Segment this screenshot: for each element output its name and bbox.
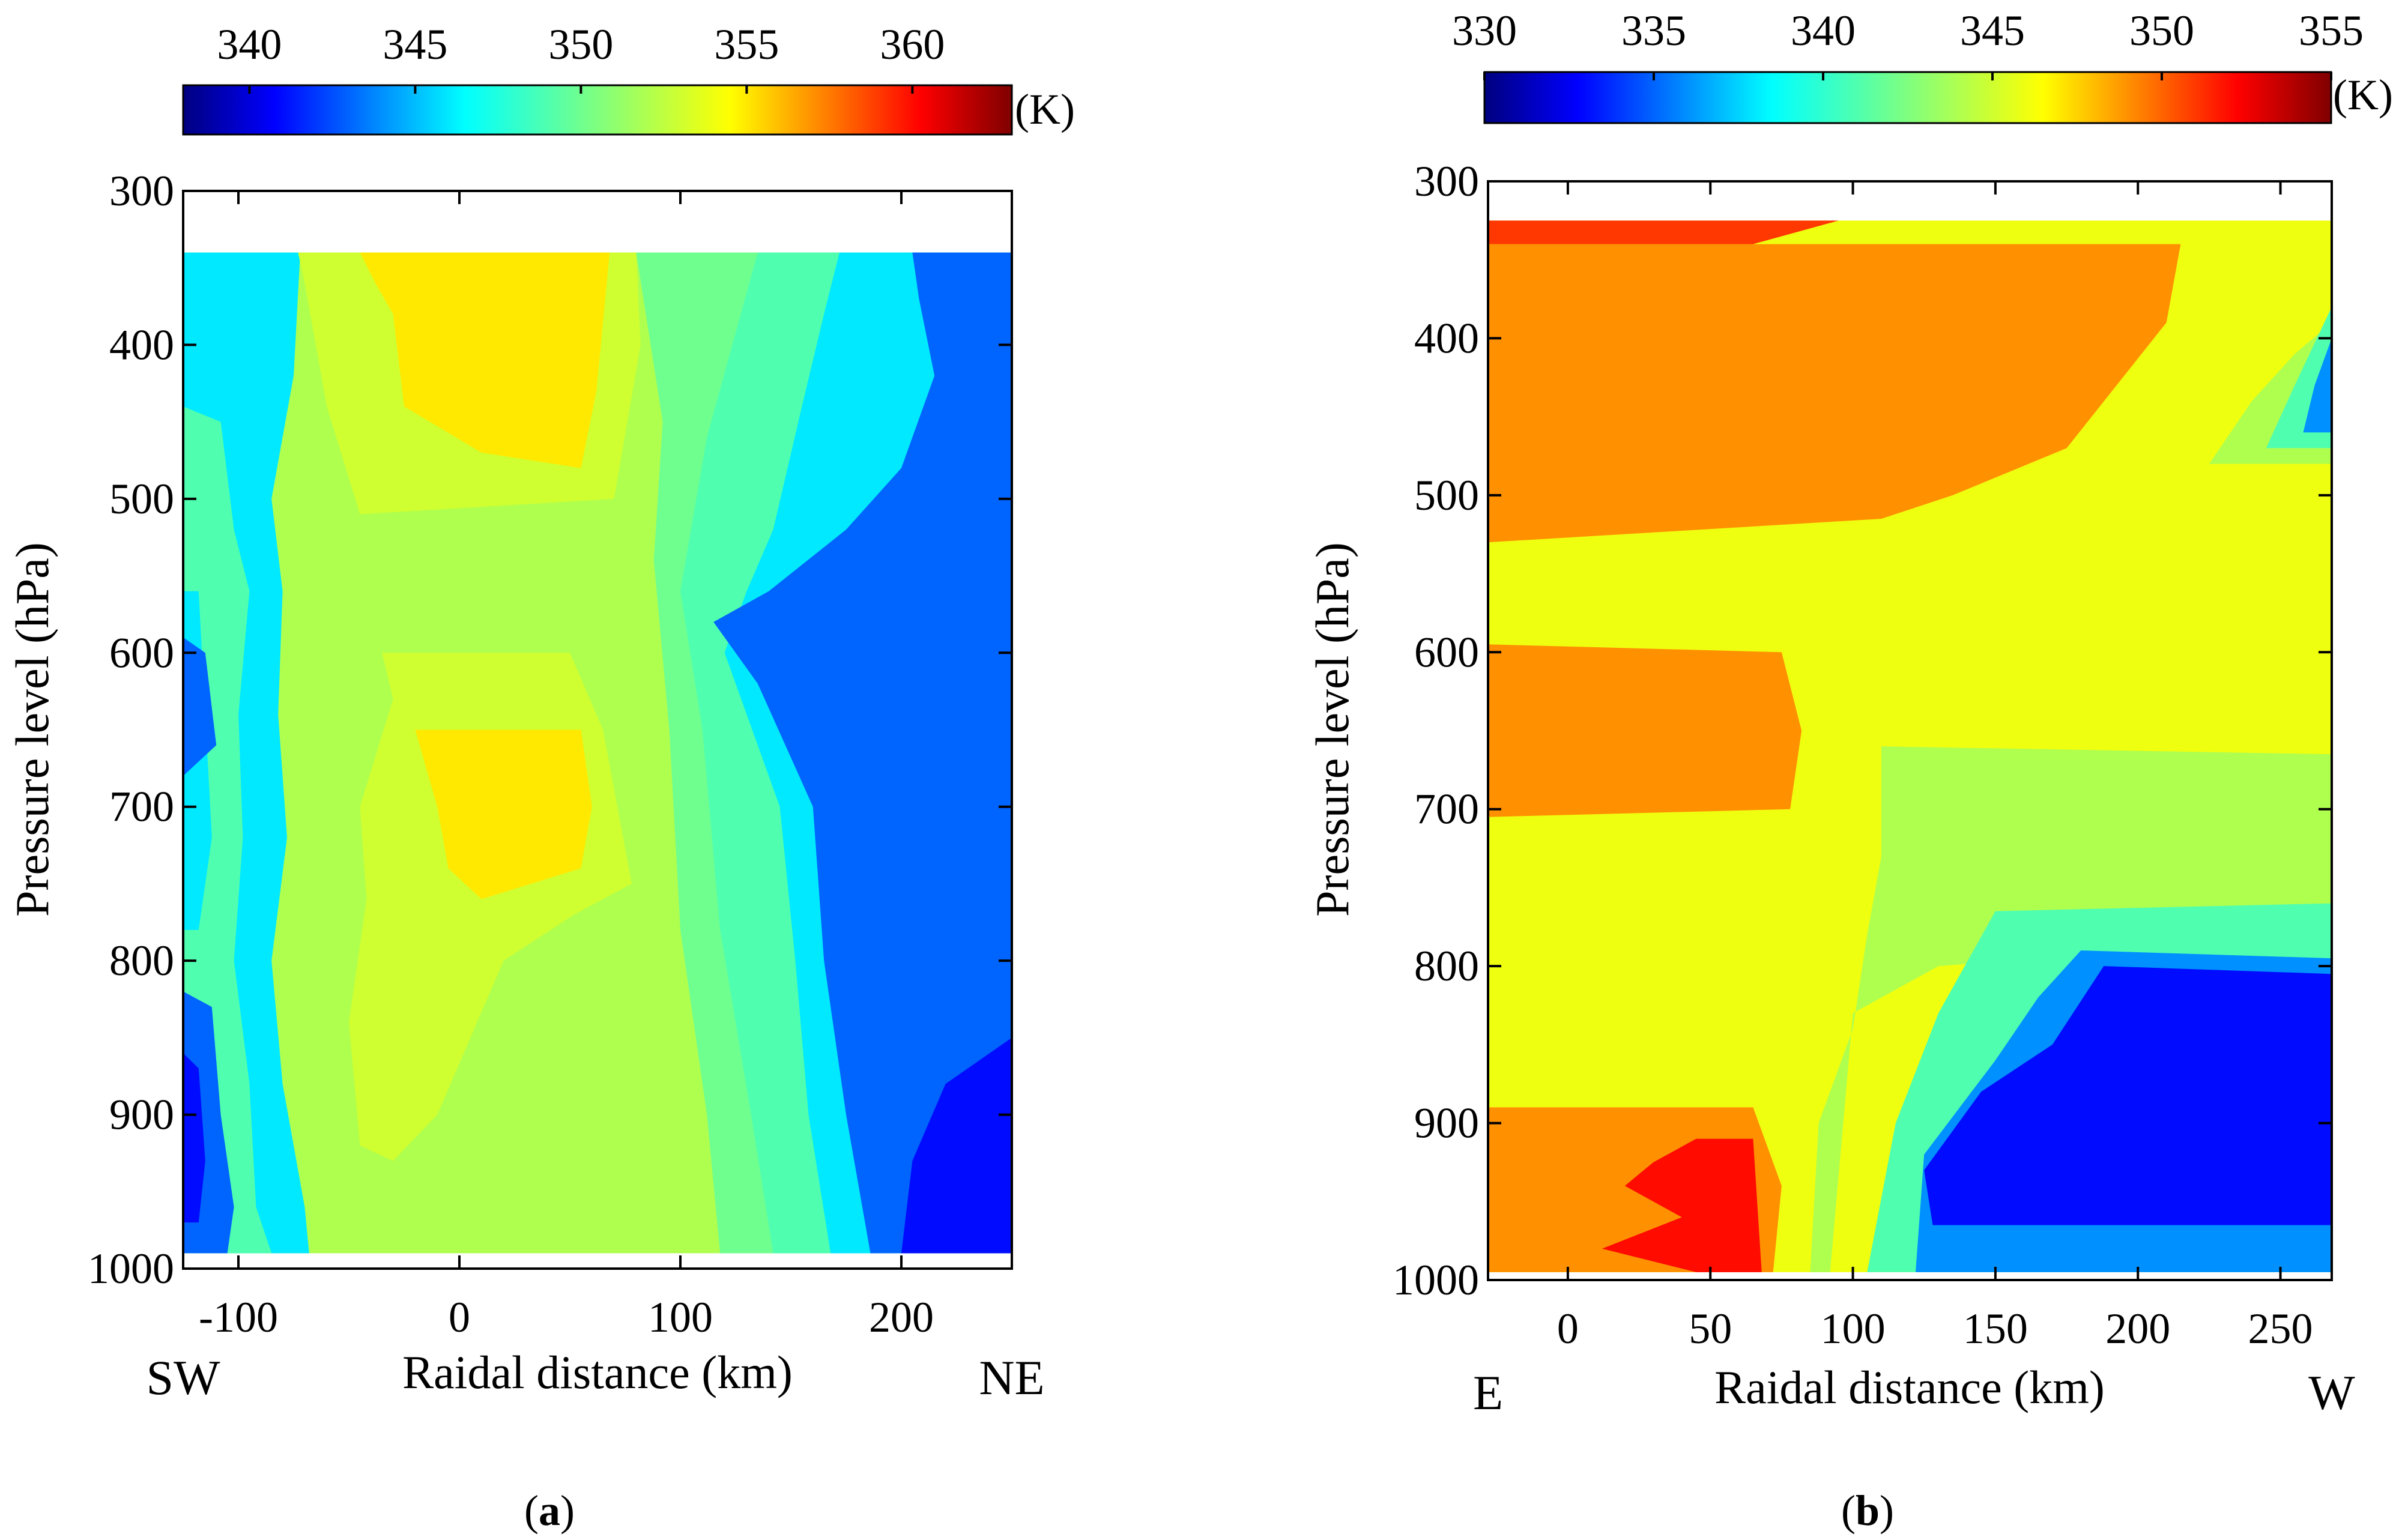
colorbar-tick-label: 345 <box>1960 7 2025 55</box>
x-axis-ticks-a: -100 0 100 200 <box>199 191 934 1341</box>
colorbar-a-ticks: 340 345 350 355 360 <box>217 20 945 94</box>
contour-region <box>2303 338 2332 433</box>
panel-label-a-letter: a <box>539 1487 560 1535</box>
y-tick-label: 300 <box>109 167 174 215</box>
y-tick-label: 300 <box>1414 157 1479 205</box>
contour-regions-a <box>183 252 1012 1254</box>
x-tick-label: 0 <box>449 1293 470 1341</box>
x-axis-title-a: Raidal distance (km) <box>402 1346 793 1398</box>
y-tick-label: 700 <box>109 783 174 831</box>
plot-area-b <box>1488 220 2332 1272</box>
plot-frame-b <box>1487 180 2333 1281</box>
colorbar-a-gradient <box>182 84 1013 136</box>
y-axis-title-b: Pressure level (hPa) <box>1306 542 1358 917</box>
panel-label-b-letter: b <box>1856 1487 1880 1535</box>
y-tick-label: 700 <box>1414 785 1479 833</box>
colorbar-b-ticks: 330 335 340 345 350 355 <box>1452 7 2364 80</box>
contour-region <box>1602 1138 1762 1272</box>
x-right-direction-b: W <box>2308 1365 2355 1420</box>
colorbar-b-gradient <box>1483 71 2332 124</box>
y-axis-ticks-b: 300 400 500 600 700 800 900 1000 <box>1393 157 2332 1304</box>
y-tick-label: 800 <box>1414 942 1479 990</box>
y-tick-label: 1000 <box>88 1245 174 1293</box>
y-tick-label: 400 <box>109 321 174 369</box>
x-left-direction-a: SW <box>147 1350 221 1405</box>
chart-a: 340 345 350 355 360 (K) -100 0 100 200 300 400 50… <box>6 20 1075 1535</box>
colorbar-tick-label: 355 <box>714 20 779 68</box>
y-tick-label: 1000 <box>1393 1256 1479 1304</box>
y-tick-label: 600 <box>1414 628 1479 676</box>
contour-region <box>360 252 610 468</box>
colorbar-tick-label: 350 <box>548 20 613 68</box>
plot-frame-a <box>182 190 1013 1270</box>
panel-label-b: (b) <box>1841 1487 1894 1535</box>
y-tick-label: 500 <box>1414 471 1479 519</box>
y-tick-label: 400 <box>1414 314 1479 362</box>
x-tick-label: 150 <box>1963 1305 2028 1353</box>
contour-region <box>713 252 1012 1254</box>
y-tick-label: 500 <box>109 475 174 523</box>
y-tick-label: 600 <box>109 629 174 677</box>
x-tick-label: 50 <box>1689 1305 1732 1353</box>
colorbar-a: 340 345 350 355 360 (K) <box>182 20 1075 136</box>
x-tick-label: -100 <box>199 1293 278 1341</box>
y-tick-label: 900 <box>1414 1099 1479 1147</box>
contour-region <box>183 1053 205 1223</box>
contour-region <box>1488 644 1802 817</box>
colorbar-tick-label: 330 <box>1452 7 1517 55</box>
colorbar-tick-label: 360 <box>880 20 945 68</box>
x-tick-label: 0 <box>1557 1305 1579 1353</box>
x-tick-label: 100 <box>1821 1305 1886 1353</box>
y-axis-ticks-a: 300 400 500 600 700 800 900 1000 <box>88 167 1012 1293</box>
contour-regions-b <box>1488 220 2332 1272</box>
x-tick-label: 100 <box>648 1293 713 1341</box>
colorbar-tick-label: 340 <box>1791 7 1856 55</box>
chart-b: 330 335 340 345 350 355 (K) 0 50 100 150 200 250 3… <box>1306 7 2393 1535</box>
contour-region <box>415 729 592 899</box>
x-tick-label: 200 <box>869 1293 934 1341</box>
colorbar-a-unit: (K) <box>1015 85 1075 133</box>
x-axis-title-b: Raidal distance (km) <box>1714 1361 2105 1413</box>
y-tick-label: 800 <box>109 937 174 985</box>
colorbar-tick-label: 335 <box>1621 7 1686 55</box>
colorbar-tick-label: 345 <box>383 20 447 68</box>
x-tick-label: 250 <box>2248 1305 2313 1353</box>
colorbar-b: 330 335 340 345 350 355 (K) <box>1452 7 2393 124</box>
y-tick-label: 900 <box>109 1091 174 1139</box>
x-right-direction-a: NE <box>979 1350 1044 1405</box>
colorbar-b-unit: (K) <box>2333 71 2393 119</box>
contour-region <box>1924 966 2332 1225</box>
plot-area-a <box>183 252 1012 1254</box>
y-axis-title-a: Pressure level (hPa) <box>6 542 58 917</box>
contour-region <box>1488 220 1839 244</box>
x-axis-ticks-b: 0 50 100 150 200 250 <box>1557 181 2313 1353</box>
contour-region <box>1810 746 2332 1272</box>
colorbar-tick-label: 340 <box>217 20 282 68</box>
x-tick-label: 200 <box>2105 1305 2170 1353</box>
contour-region <box>901 1037 1012 1254</box>
panel-label-a: (a) <box>524 1487 575 1535</box>
colorbar-tick-label: 355 <box>2299 7 2364 55</box>
contour-region <box>1488 244 2181 543</box>
colorbar-tick-label: 350 <box>2129 7 2194 55</box>
contour-region <box>183 637 217 776</box>
x-left-direction-b: E <box>1473 1365 1503 1420</box>
